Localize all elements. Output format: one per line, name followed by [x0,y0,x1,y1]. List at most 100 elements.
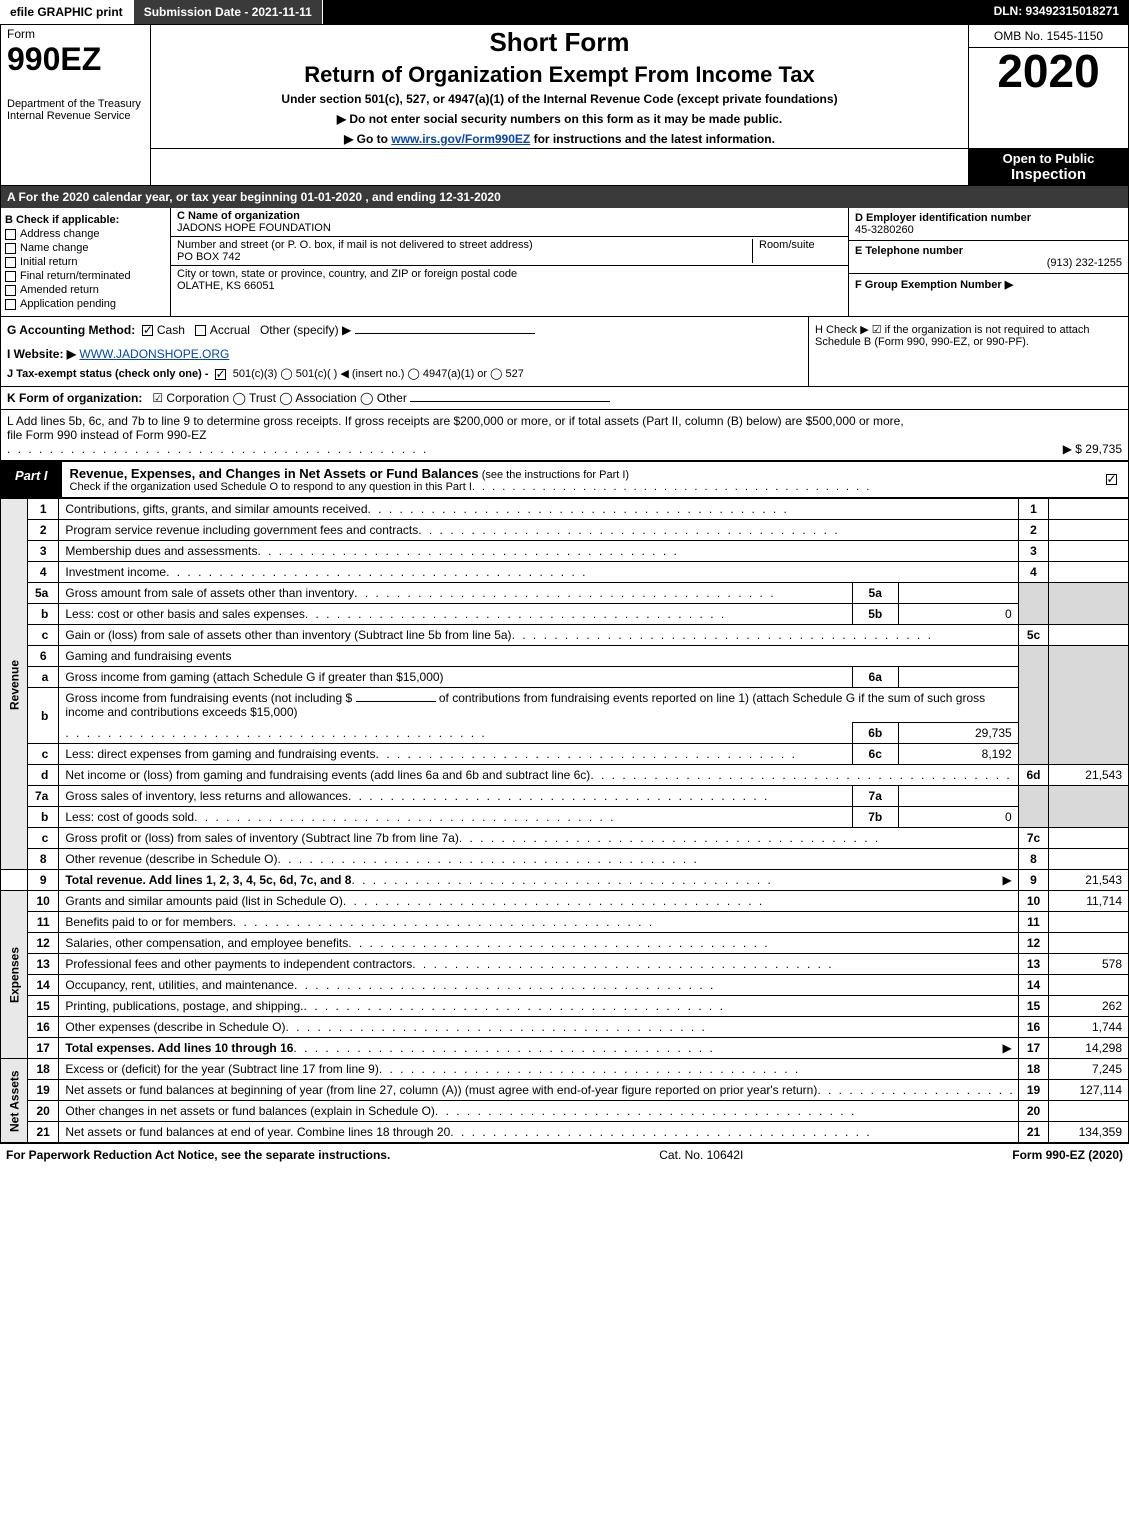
line-17-value: 14,298 [1049,1038,1129,1059]
line-5a-value [898,583,1018,604]
line-11-text: Benefits paid to or for members [65,915,232,929]
line-6a-text: Gross income from gaming (attach Schedul… [59,667,852,688]
inspection-badge: Open to Public Inspection [969,149,1129,186]
revenue-side-label: Revenue [1,499,28,870]
form-number: 990EZ [7,41,144,78]
application-pending-checkbox[interactable] [5,299,16,310]
line-7b-text: Less: cost of goods sold [65,810,194,824]
cash-checkbox[interactable] [142,325,153,336]
line-8-text: Other revenue (describe in Schedule O) [65,852,277,866]
check-if-applicable: B Check if applicable: Address change Na… [1,208,171,316]
irs-link[interactable]: www.irs.gov/Form990EZ [391,132,530,146]
line-15-text: Printing, publications, postage, and shi… [65,999,303,1013]
line-7a-text: Gross sales of inventory, less returns a… [65,789,348,803]
line-5a-text: Gross amount from sale of assets other t… [65,586,354,600]
ein-label: D Employer identification number [855,212,1031,224]
line-13-value: 578 [1049,954,1129,975]
ein-value: 45-3280260 [855,224,914,236]
line-17-text: Total expenses. Add lines 10 through 16 [65,1041,293,1055]
part-1-table: Revenue 1 Contributions, gifts, grants, … [0,498,1129,1143]
gross-receipts-amount: 29,735 [1085,442,1122,456]
address-change-checkbox[interactable] [5,229,16,240]
line-10-text: Grants and similar amounts paid (list in… [65,894,342,908]
line-6-text: Gaming and fundraising events [59,646,1018,667]
line-16-value: 1,744 [1049,1017,1129,1038]
main-title: Return of Organization Exempt From Incom… [157,62,962,88]
tax-year: 2020 [969,48,1128,94]
line-18-value: 7,245 [1049,1059,1129,1080]
line-20-text: Other changes in net assets or fund bala… [65,1104,435,1118]
top-bar: efile GRAPHIC print Submission Date - 20… [0,0,1129,24]
org-info-block: B Check if applicable: Address change Na… [0,208,1129,317]
line-1-col: 1 [1018,499,1049,520]
other-specify-input[interactable] [355,333,535,334]
form-header: Form 990EZ Department of the Treasury In… [0,24,1129,186]
room-suite-label: Room/suite [759,239,815,251]
net-assets-side-label: Net Assets [1,1059,28,1143]
line-5c-text: Gain or (loss) from sale of assets other… [65,628,511,642]
accounting-method-label: G Accounting Method: [7,323,135,337]
line-6b-text-pre: Gross income from fundraising events (no… [65,691,352,705]
line-1-number: 1 [28,499,59,520]
schedule-o-checkbox[interactable] [1106,474,1117,485]
tax-exempt-label: J Tax-exempt status (check only one) - [7,368,209,380]
line-5b-text: Less: cost or other basis and sales expe… [65,607,304,621]
amended-return-checkbox[interactable] [5,285,16,296]
other-org-input[interactable] [410,401,610,402]
line-10-value: 11,714 [1049,891,1129,912]
line-6b-value: 29,735 [898,723,1018,744]
paperwork-notice: For Paperwork Reduction Act Notice, see … [6,1148,390,1162]
line-6d-value: 21,543 [1049,765,1129,786]
form-footer-label: Form 990-EZ (2020) [1012,1148,1123,1162]
irs-label: Internal Revenue Service [7,110,131,122]
501c3-checkbox[interactable] [215,369,226,380]
submission-date-button[interactable]: Submission Date - 2021-11-11 [134,0,323,24]
line-19-text: Net assets or fund balances at beginning… [65,1083,817,1097]
line-1-text: Contributions, gifts, grants, and simila… [65,502,367,516]
page-footer: For Paperwork Reduction Act Notice, see … [0,1143,1129,1166]
line-21-text: Net assets or fund balances at end of ye… [65,1125,450,1139]
street-value: PO BOX 742 [177,251,241,263]
line-4-text: Investment income [65,565,166,579]
short-form-title: Short Form [157,27,962,58]
line-6a-value [898,667,1018,688]
form-word: Form [7,27,144,41]
initial-return-checkbox[interactable] [5,257,16,268]
line-6c-value: 8,192 [898,744,1018,765]
line-1-value [1049,499,1129,520]
org-name: JADONS HOPE FOUNDATION [177,222,331,234]
accrual-checkbox[interactable] [195,325,206,336]
line-3-text: Membership dues and assessments [65,544,257,558]
subtitle: Under section 501(c), 527, or 4947(a)(1)… [157,92,962,106]
line-6c-text: Less: direct expenses from gaming and fu… [65,747,375,761]
city-value: OLATHE, KS 66051 [177,280,275,292]
street-label: Number and street (or P. O. box, if mail… [177,239,533,251]
line-16-text: Other expenses (describe in Schedule O) [65,1020,285,1034]
line-9-text: Total revenue. Add lines 1, 2, 3, 4, 5c,… [65,873,351,887]
part-1-header: Part I Revenue, Expenses, and Changes in… [0,461,1129,498]
website-link[interactable]: WWW.JADONSHOPE.ORG [79,347,229,361]
line-5c-value [1049,625,1129,646]
line-2-text: Program service revenue including govern… [65,523,418,537]
goto-note: ▶ Go to www.irs.gov/Form990EZ for instru… [157,132,962,146]
form-of-org-row: K Form of organization: ☑ Corporation ◯ … [0,387,1129,410]
dept-treasury: Department of the Treasury [7,98,141,110]
city-label: City or town, state or province, country… [177,268,517,280]
final-return-checkbox[interactable] [5,271,16,282]
schedule-b-note: H Check ▶ ☑ if the organization is not r… [808,317,1128,386]
phone-value: (913) 232-1255 [855,257,1122,269]
efile-print-button[interactable]: efile GRAPHIC print [0,0,134,24]
line-15-value: 262 [1049,996,1129,1017]
topbar-spacer [323,0,984,24]
tax-year-band: A For the 2020 calendar year, or tax yea… [0,186,1129,208]
line-6b-contrib-input[interactable] [356,701,436,702]
group-exemption-label: F Group Exemption Number ▶ [855,279,1013,291]
line-5b-value: 0 [898,604,1018,625]
line-6d-text: Net income or (loss) from gaming and fun… [65,768,590,782]
line-14-text: Occupancy, rent, utilities, and maintena… [65,978,294,992]
line-18-text: Excess or (deficit) for the year (Subtra… [65,1062,378,1076]
name-change-checkbox[interactable] [5,243,16,254]
line-13-text: Professional fees and other payments to … [65,957,412,971]
ssn-note: ▶ Do not enter social security numbers o… [157,112,962,126]
line-21-value: 134,359 [1049,1122,1129,1143]
